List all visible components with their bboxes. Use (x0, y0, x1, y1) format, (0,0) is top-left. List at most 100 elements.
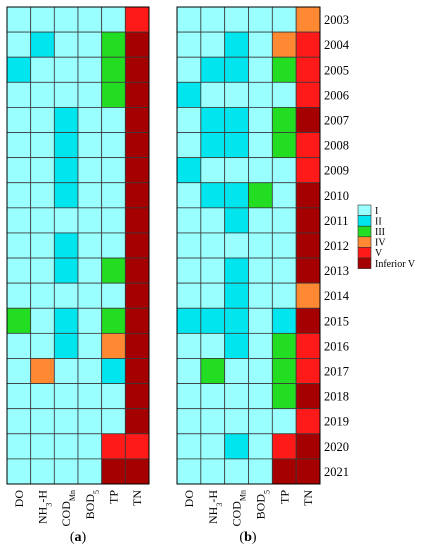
heatmap-cell (295, 383, 321, 410)
heatmap-cell (295, 157, 321, 184)
heatmap-cell (30, 182, 55, 209)
column-label: NH3-H (36, 490, 54, 524)
heatmap-cell (248, 358, 273, 384)
heatmap-border (6, 6, 150, 485)
heatmap-cell (271, 107, 297, 133)
heatmap-cell (30, 458, 55, 485)
heatmap-cell (124, 207, 150, 234)
heatmap-cell (53, 257, 79, 284)
heatmap-cell (295, 433, 321, 460)
heatmap-cell (200, 157, 226, 184)
legend-swatch (357, 215, 372, 227)
heatmap-cell (30, 257, 55, 284)
heatmap-cell (224, 56, 249, 83)
heatmap-cell (77, 107, 103, 133)
heatmap-cell (124, 56, 150, 83)
heatmap-cell (101, 232, 126, 259)
column-label: CODMn (230, 490, 248, 526)
heatmap-cell (124, 282, 150, 309)
heatmap-cell (295, 332, 321, 359)
heatmap-cell (124, 182, 150, 209)
heatmap-cell (101, 358, 126, 384)
heatmap-cell (271, 56, 297, 83)
heatmap-cell (248, 282, 273, 309)
heatmap-cell (200, 207, 226, 234)
heatmap-cell (30, 307, 55, 334)
year-label: 2012 (324, 239, 349, 253)
heatmap-cell (224, 383, 249, 410)
heatmap-cell (53, 81, 79, 108)
heatmap-cell (271, 157, 297, 184)
heatmap-cell (124, 31, 150, 58)
heatmap-cell (200, 56, 226, 83)
heatmap-cell (30, 358, 55, 384)
heatmap-cell (200, 6, 226, 33)
heatmap-cell (6, 257, 32, 284)
heatmap-cell (30, 408, 55, 435)
legend-label: V (375, 248, 383, 259)
heatmap-cell (77, 332, 103, 359)
year-label: 2020 (324, 440, 349, 454)
heatmap-cell (200, 132, 226, 159)
heatmap-cell (77, 6, 103, 33)
heatmap-cell (271, 257, 297, 284)
heatmap-cell (224, 81, 249, 108)
heatmap-cell (53, 31, 79, 58)
heatmap-cell (224, 332, 249, 359)
heatmap-cell (248, 232, 273, 259)
heatmap-cell (295, 408, 321, 435)
heatmap-cell (6, 56, 32, 83)
heatmap-cell (124, 107, 150, 133)
heatmap-cell (77, 408, 103, 435)
heatmap-cell (271, 408, 297, 435)
year-label: 2009 (324, 164, 349, 178)
panel-label: (b) (239, 530, 256, 545)
heatmap-cell (248, 56, 273, 83)
heatmap-cell (248, 383, 273, 410)
heatmap-cell (30, 132, 55, 159)
column-label: CODMn (59, 490, 77, 526)
heatmap-cell (30, 282, 55, 309)
heatmap-cell (101, 81, 126, 108)
column-label: TN (130, 490, 144, 506)
heatmap-cell (124, 358, 150, 384)
heatmap-cell (248, 157, 273, 184)
heatmap-cell (224, 132, 249, 159)
heatmap-cell (53, 157, 79, 184)
heatmap-cell (30, 433, 55, 460)
heatmap-cell (224, 107, 249, 133)
heatmap-cell (30, 157, 55, 184)
panel-label: (a) (70, 530, 87, 545)
heatmap-cell (77, 433, 103, 460)
heatmap-cell (248, 257, 273, 284)
heatmap-cell (6, 31, 32, 58)
year-label: 2017 (324, 365, 349, 379)
heatmap-cell (295, 56, 321, 83)
heatmap-cell (176, 383, 202, 410)
heatmap-cell (77, 458, 103, 485)
year-label: 2003 (324, 13, 349, 27)
heatmap-cell (224, 358, 249, 384)
heatmap-cell (224, 6, 249, 33)
heatmap-cell (176, 282, 202, 309)
year-label: 2018 (324, 390, 349, 404)
heatmap-cell (271, 182, 297, 209)
heatmap-cell (30, 31, 55, 58)
heatmap-cell (176, 157, 202, 184)
heatmap-cell (248, 6, 273, 33)
heatmap-cell (224, 408, 249, 435)
heatmap-cell (77, 358, 103, 384)
heatmap-cell (101, 433, 126, 460)
heatmap-cell (176, 458, 202, 485)
heatmap-cell (200, 358, 226, 384)
heatmap-cell (200, 257, 226, 284)
heatmap-cell (30, 6, 55, 33)
heatmap-cell (53, 207, 79, 234)
year-label: 2021 (324, 465, 349, 479)
column-label: TP (107, 490, 121, 504)
year-label: 2019 (324, 415, 349, 429)
heatmap-cell (53, 56, 79, 83)
heatmap-cell (248, 207, 273, 234)
heatmap-cell (53, 433, 79, 460)
legend-label: Inferior V (375, 259, 416, 270)
